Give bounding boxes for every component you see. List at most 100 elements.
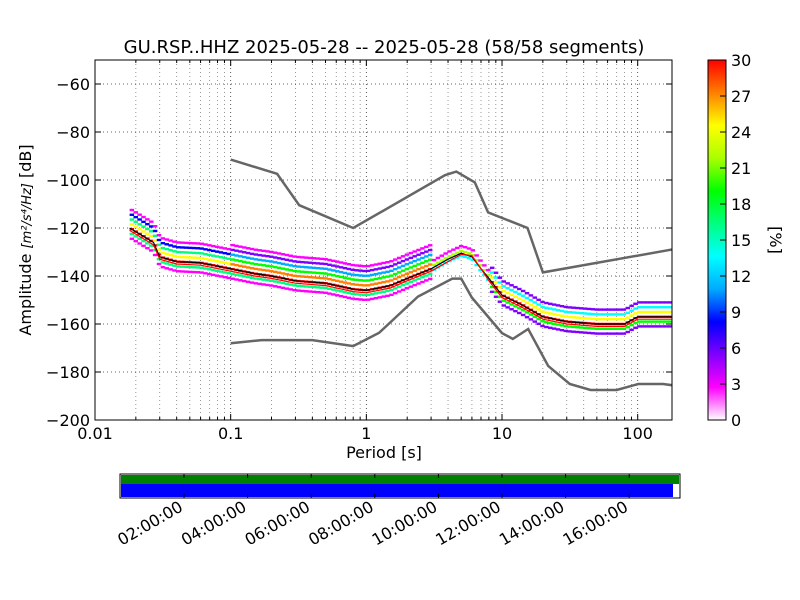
heat-cell bbox=[358, 283, 363, 287]
heat-cell bbox=[625, 306, 630, 310]
heat-cell bbox=[152, 224, 158, 228]
heat-cell bbox=[152, 229, 158, 233]
heat-cell bbox=[261, 259, 266, 262]
heat-cell bbox=[346, 296, 352, 299]
heat-cell bbox=[517, 292, 522, 296]
heat-cell bbox=[563, 310, 569, 313]
y-tick-label: −140 bbox=[46, 267, 90, 286]
heat-cell bbox=[311, 285, 317, 289]
heat-cell bbox=[164, 267, 169, 270]
heat-cell bbox=[241, 275, 247, 278]
heat-cell bbox=[447, 255, 452, 258]
heat-cell bbox=[187, 270, 193, 274]
heat-cell bbox=[207, 244, 212, 247]
heat-cell bbox=[245, 251, 251, 255]
heat-cell bbox=[354, 278, 359, 282]
heat-cell bbox=[257, 253, 262, 257]
heat-cell bbox=[377, 296, 383, 299]
heat-cell bbox=[470, 249, 476, 252]
heat-cell bbox=[606, 332, 611, 335]
heat-cell bbox=[261, 264, 266, 267]
heat-cell bbox=[365, 269, 371, 273]
heat-cell bbox=[633, 326, 638, 329]
heat-cell bbox=[385, 294, 390, 297]
heat-cell bbox=[586, 331, 592, 335]
heat-cell bbox=[238, 250, 243, 253]
heat-cell bbox=[296, 284, 301, 288]
heat-cell bbox=[346, 267, 352, 271]
heat-cell bbox=[195, 242, 200, 245]
series-layer bbox=[129, 158, 672, 392]
heat-cell bbox=[501, 299, 507, 302]
heat-cell bbox=[156, 238, 162, 242]
heat-cell bbox=[141, 220, 146, 224]
heat-cell bbox=[183, 256, 189, 259]
heat-cell bbox=[621, 332, 627, 335]
heat-cell bbox=[497, 300, 503, 303]
heat-cell bbox=[245, 256, 251, 260]
heat-cell bbox=[133, 225, 138, 228]
heat-cell bbox=[265, 254, 270, 258]
heat-cell bbox=[606, 313, 611, 316]
heat-cell bbox=[288, 288, 293, 291]
heat-cell bbox=[606, 327, 611, 330]
heat-cell bbox=[253, 258, 259, 261]
heat-cell bbox=[637, 306, 642, 309]
heat-cell bbox=[319, 262, 324, 265]
heat-cell bbox=[617, 318, 623, 321]
heat-cell bbox=[334, 260, 340, 263]
heat-cell bbox=[412, 283, 417, 287]
heat-cell bbox=[191, 270, 197, 274]
heat-cell bbox=[222, 275, 228, 279]
heat-cell bbox=[296, 270, 301, 273]
heat-cell bbox=[389, 288, 394, 292]
heat-cell bbox=[466, 247, 472, 250]
heat-cell bbox=[137, 218, 142, 221]
heat-cell bbox=[489, 276, 495, 279]
heat-cell bbox=[610, 327, 615, 330]
heat-cell bbox=[633, 321, 638, 325]
coverage-bar-green bbox=[121, 475, 679, 484]
heat-cell bbox=[137, 227, 142, 231]
heat-cell bbox=[129, 213, 135, 216]
heat-cell bbox=[257, 249, 262, 252]
heat-cell bbox=[509, 303, 514, 306]
heat-cell bbox=[505, 286, 510, 290]
heat-cell bbox=[354, 293, 359, 296]
heat-cell bbox=[238, 255, 243, 258]
heat-cell bbox=[582, 312, 588, 315]
colorbar-tick-label: 15 bbox=[731, 231, 751, 250]
heat-cell bbox=[176, 265, 181, 268]
chart-title: GU.RSP..HHZ 2025-05-28 -- 2025-05-28 (58… bbox=[124, 37, 645, 58]
colorbar-tick-label: 3 bbox=[731, 375, 741, 394]
heat-cell bbox=[563, 324, 569, 328]
heat-cell bbox=[230, 277, 235, 280]
heat-cell bbox=[284, 263, 290, 266]
heat-cell bbox=[373, 292, 379, 295]
heat-cell bbox=[602, 313, 607, 316]
heat-cell bbox=[590, 327, 596, 330]
heat-cell bbox=[149, 230, 154, 233]
heat-cell bbox=[544, 325, 549, 329]
heat-cell bbox=[602, 318, 607, 321]
heat-cell bbox=[331, 269, 336, 272]
heat-cell bbox=[416, 253, 421, 256]
heat-cell bbox=[528, 298, 534, 302]
heat-cell bbox=[641, 325, 646, 328]
heat-cell bbox=[396, 271, 402, 274]
heat-cell bbox=[179, 246, 185, 249]
y-axis-label-unit: [m²/s⁴/Hz] bbox=[20, 183, 35, 248]
heat-cell bbox=[149, 249, 154, 252]
heat-cell bbox=[269, 265, 274, 268]
heat-cell bbox=[555, 313, 561, 317]
heat-cell bbox=[435, 256, 441, 260]
heat-cell bbox=[470, 258, 476, 262]
heat-cell bbox=[400, 274, 406, 277]
heat-cell bbox=[660, 306, 665, 309]
heat-cell bbox=[269, 260, 274, 263]
heat-cell bbox=[393, 263, 398, 266]
heat-cell bbox=[172, 245, 177, 248]
heat-cell bbox=[660, 310, 665, 314]
heat-cell bbox=[172, 269, 177, 272]
colorbar-tick-label: 18 bbox=[731, 195, 751, 214]
